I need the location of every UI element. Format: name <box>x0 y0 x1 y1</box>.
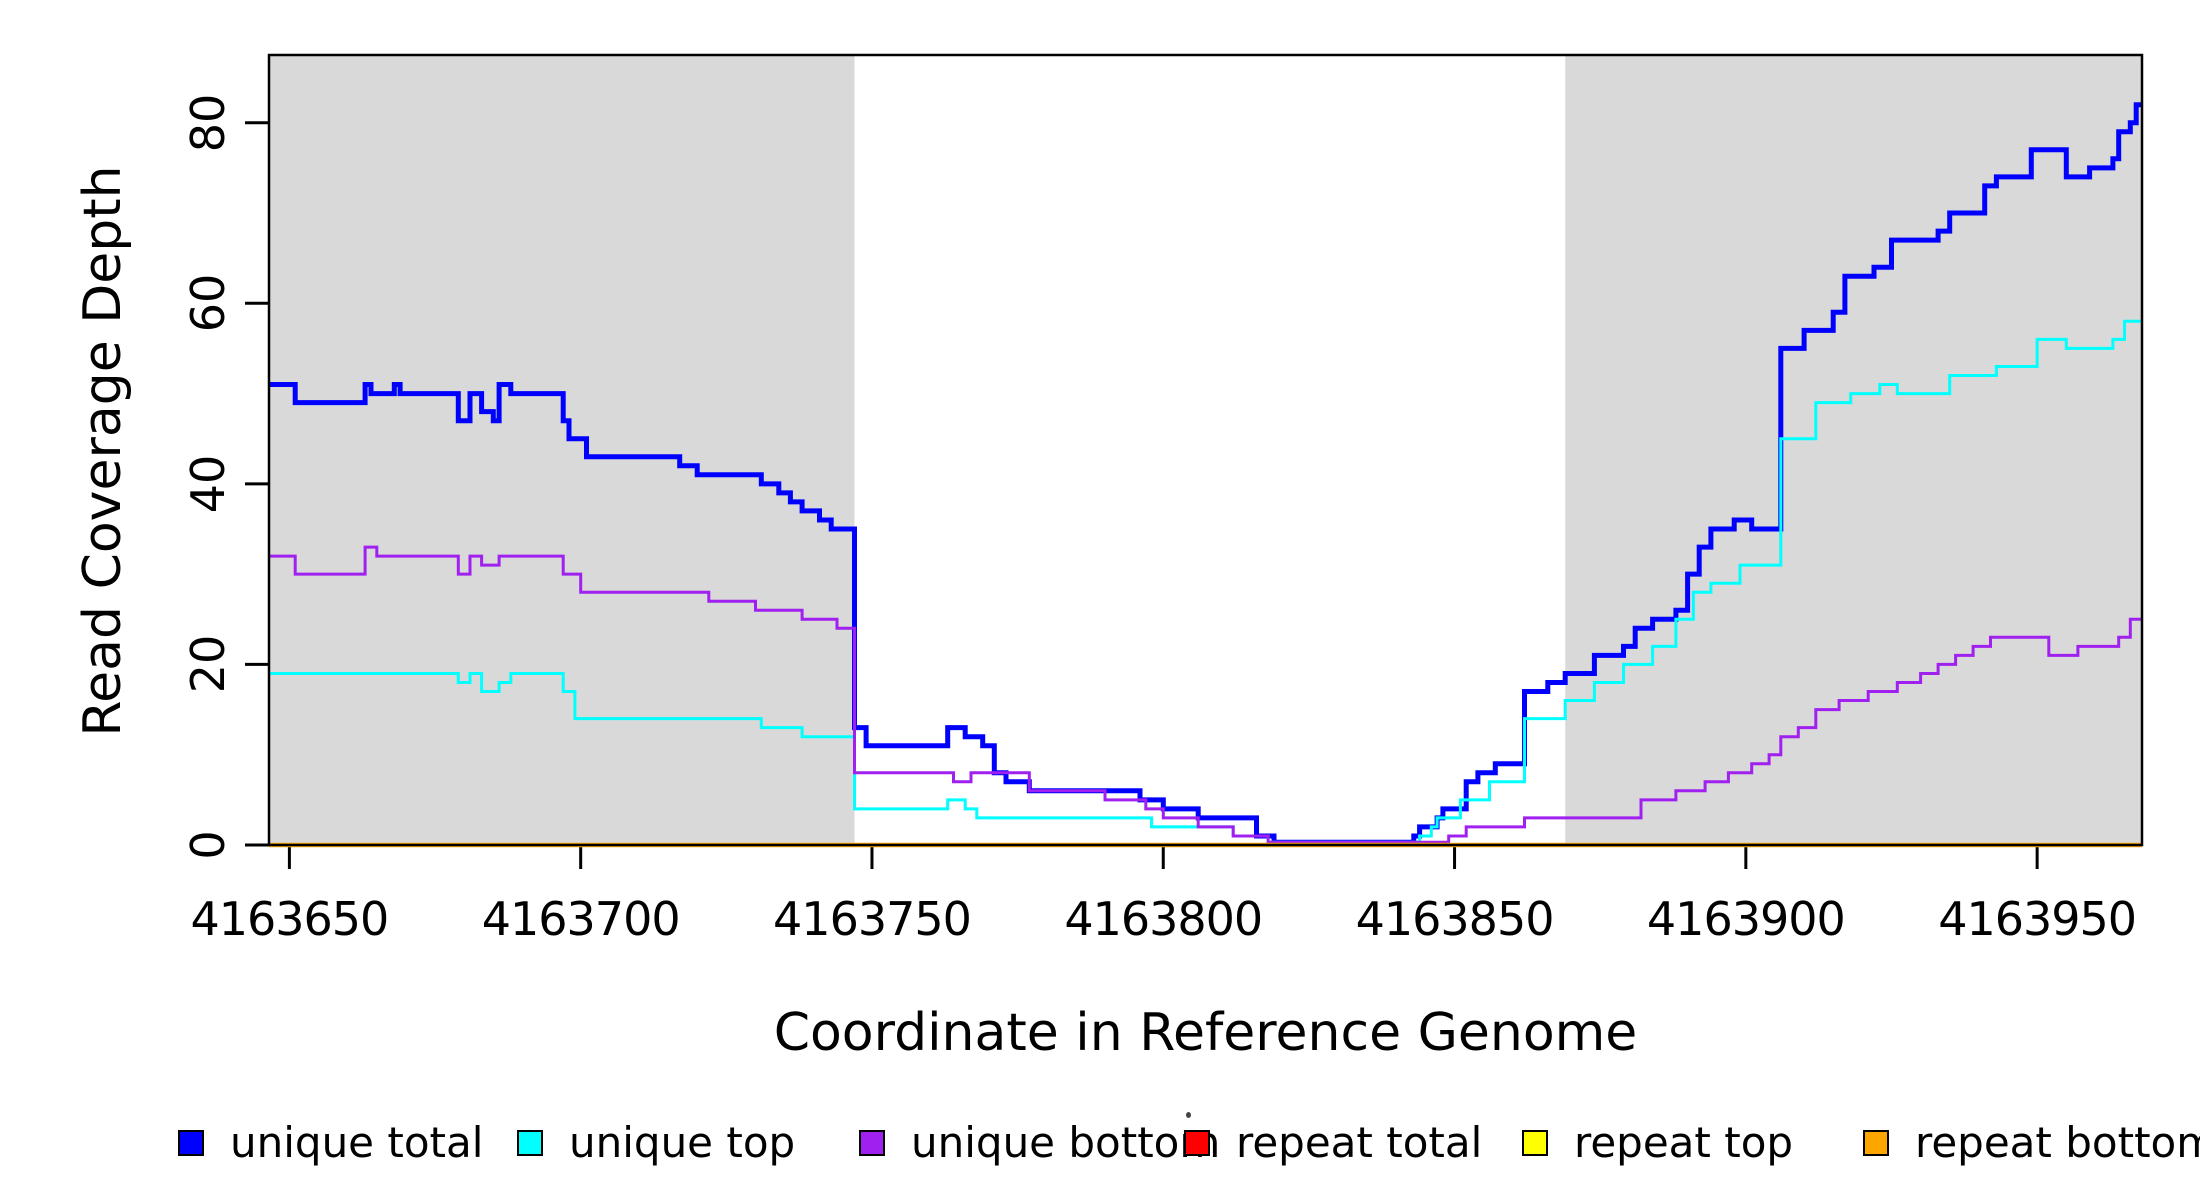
y-tick-label: 20 <box>181 635 235 694</box>
stray-dot <box>1186 1112 1191 1118</box>
plot-frame <box>267 53 2144 847</box>
x-tick-label: 4163800 <box>1064 892 1263 946</box>
x-tick-label: 4163750 <box>773 892 972 946</box>
series-unique-bottom <box>269 545 2142 844</box>
x-tick-label: 4163900 <box>1646 892 1846 946</box>
x-tick-label: 4163650 <box>190 892 389 946</box>
y-tick-label: 60 <box>181 274 235 333</box>
series-unique-top <box>269 319 2142 844</box>
x-tick-label: 4163950 <box>1938 892 2137 946</box>
y-axis-title: Read Coverage Depth <box>73 165 133 737</box>
y-tick-label: 0 <box>181 830 235 860</box>
series-unique-total <box>269 102 2142 845</box>
shaded-region <box>1565 55 2142 845</box>
x-tick-label: 4163850 <box>1355 892 1555 946</box>
y-tick-label: 80 <box>181 93 235 152</box>
x-axis-title: Coordinate in Reference Genome <box>773 1003 1638 1063</box>
y-tick-label: 40 <box>181 454 235 514</box>
shaded-region <box>269 55 855 845</box>
x-tick-label: 4163700 <box>481 892 681 946</box>
